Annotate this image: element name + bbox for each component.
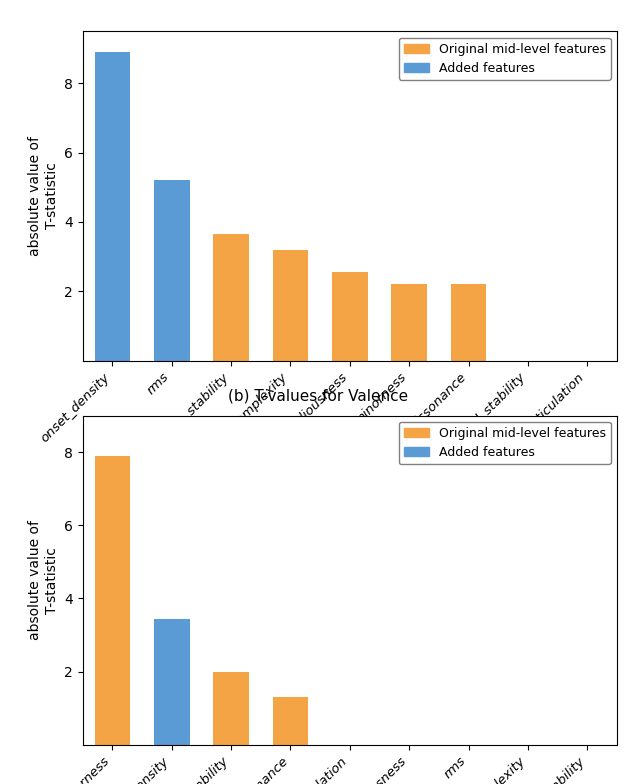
Bar: [213, 234, 249, 361]
Bar: [213, 672, 249, 745]
Bar: [154, 180, 190, 361]
Bar: [391, 285, 427, 361]
Bar: [273, 250, 308, 361]
Y-axis label: absolute value of
T-statistic: absolute value of T-statistic: [29, 136, 59, 256]
Bar: [95, 53, 130, 361]
Y-axis label: absolute value of
T-statistic: absolute value of T-statistic: [29, 520, 59, 641]
Bar: [273, 697, 308, 745]
Legend: Original mid-level features, Added features: Original mid-level features, Added featu…: [399, 38, 611, 80]
Legend: Original mid-level features, Added features: Original mid-level features, Added featu…: [399, 422, 611, 464]
Bar: [95, 456, 130, 745]
Text: (b) T-values for Valence: (b) T-values for Valence: [228, 388, 408, 404]
Bar: [154, 619, 190, 745]
Bar: [451, 285, 487, 361]
Bar: [332, 272, 368, 361]
